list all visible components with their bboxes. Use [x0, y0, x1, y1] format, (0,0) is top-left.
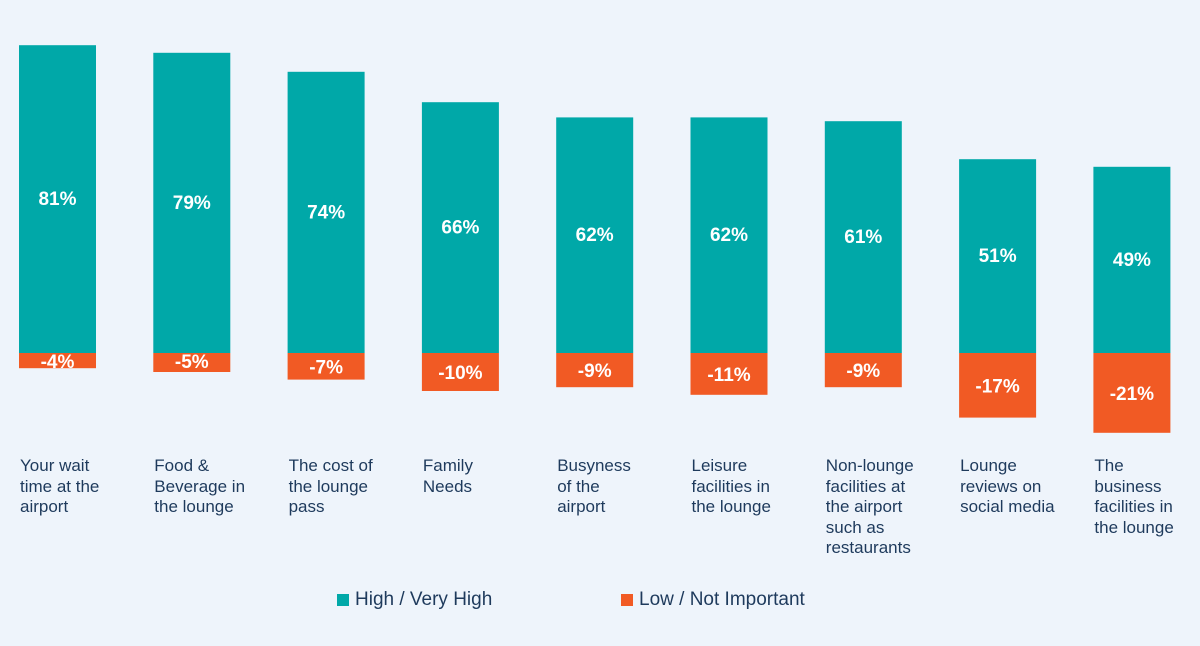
- bar-low-1: [153, 353, 231, 372]
- legend-label-high: High / Very High: [355, 589, 493, 610]
- bar-low-7: [959, 353, 1037, 418]
- bar-low-label-7: -17%: [975, 376, 1019, 397]
- bar-low-6: [824, 353, 902, 388]
- category-label-line: Needs: [422, 476, 473, 496]
- bar-low-2: [287, 353, 365, 380]
- bar-high-label-4: 62%: [576, 225, 614, 246]
- bar-high-label-6: 61%: [844, 227, 882, 248]
- bar-high-5: [690, 117, 768, 354]
- bar-low-3: [421, 353, 499, 391]
- bar-high-label-3: 66%: [441, 218, 479, 239]
- bar-low-label-4: -9%: [578, 361, 612, 382]
- bar-low-4: [556, 353, 634, 388]
- bar-high-label-8: 49%: [1113, 250, 1151, 271]
- category-label-0: Your wait time at the airport: [20, 456, 155, 518]
- category-label-line: business: [1094, 476, 1162, 496]
- category-label-line: The cost of: [288, 456, 373, 475]
- category-label-line: restaurants: [825, 538, 911, 557]
- bar-high-label-1: 79%: [173, 193, 211, 214]
- category-label-line: The: [1094, 456, 1124, 475]
- bar-high-6: [824, 121, 902, 353]
- bar-high-8: [1093, 166, 1171, 353]
- bar-low-label-0: -4%: [41, 352, 75, 373]
- bar-low-label-5: -11%: [707, 365, 750, 386]
- category-label-line: the lounge: [154, 497, 234, 516]
- category-label-line: Lounge: [960, 456, 1017, 475]
- category-label-line: time at the: [20, 476, 100, 496]
- legend-swatch-high: [337, 594, 349, 606]
- bar-low-8: [1093, 353, 1171, 433]
- category-label-line: Family: [422, 456, 473, 475]
- category-label-line: the lounge: [288, 476, 368, 496]
- category-label-line: facilities in: [1094, 497, 1173, 516]
- category-label-line: airport: [20, 497, 69, 516]
- bar-high-label-5: 62%: [710, 225, 748, 246]
- legend-item-high: High / Very High: [337, 589, 492, 611]
- category-label-4: Busyness of the airport: [557, 456, 692, 518]
- bars-high: [19, 45, 1171, 354]
- category-label-line: facilities in: [691, 476, 770, 496]
- category-label-line: social media: [960, 497, 1055, 516]
- bar-high-2: [287, 71, 365, 354]
- category-label-6: Non-lounge facilities at the airport such a…: [826, 456, 961, 559]
- category-label-line: Leisure: [691, 456, 748, 475]
- category-label-1: Food & Beverage in the lounge: [154, 456, 289, 518]
- category-label-line: Beverage in: [154, 476, 246, 496]
- bar-low-label-1: -5%: [175, 352, 209, 373]
- bar-low-label-8: -21%: [1110, 384, 1154, 405]
- category-label-line: Food &: [154, 456, 210, 475]
- category-label-line: such as: [825, 517, 885, 537]
- category-label-line: pass: [288, 497, 325, 516]
- bar-high-4: [556, 117, 634, 354]
- bar-high-label-7: 51%: [979, 246, 1017, 267]
- bar-low-label-3: -10%: [438, 363, 482, 384]
- bar-high-1: [153, 52, 231, 354]
- bar-low-0: [19, 353, 96, 369]
- category-label-8: The business facilities in the lounge: [1094, 456, 1200, 538]
- category-label-line: the lounge: [691, 497, 771, 516]
- category-label-2: The cost of the lounge pass: [289, 456, 424, 518]
- category-label-line: the airport: [825, 497, 903, 516]
- bar-value-labels: 81% -4% 79% -5% 74% -7% 66% -10% 62% -9% 62% -11% 61…: [38, 189, 1154, 405]
- legend-label-low: Low / Not Important: [639, 589, 805, 610]
- category-label-line: of the: [557, 476, 600, 496]
- bar-low-label-6: -9%: [846, 361, 880, 382]
- category-label-5: Leisure facilities in the lounge: [692, 456, 827, 518]
- bar-high-7: [959, 159, 1037, 353]
- bar-high-3: [421, 102, 499, 353]
- bar-high-label-2: 74%: [307, 202, 345, 223]
- category-label-line: reviews on: [960, 476, 1042, 496]
- category-label-line: the lounge: [1094, 517, 1174, 537]
- bars-low: [19, 353, 1171, 433]
- category-label-line: Non-lounge: [825, 456, 914, 475]
- category-label-line: airport: [557, 497, 606, 516]
- category-label-3: Family Needs: [423, 456, 558, 497]
- bar-low-label-2: -7%: [309, 357, 343, 378]
- category-label-line: facilities at: [825, 476, 906, 496]
- category-label-line: Busyness: [557, 456, 631, 475]
- bar-high-label-0: 81%: [38, 189, 76, 210]
- category-label-line: Your wait: [20, 456, 90, 475]
- bar-high-0: [19, 45, 96, 353]
- legend-item-low: Low / Not Important: [621, 589, 805, 611]
- legend-swatch-low: [621, 594, 633, 606]
- category-label-7: Lounge reviews on social media: [960, 456, 1095, 518]
- bar-low-5: [690, 353, 768, 395]
